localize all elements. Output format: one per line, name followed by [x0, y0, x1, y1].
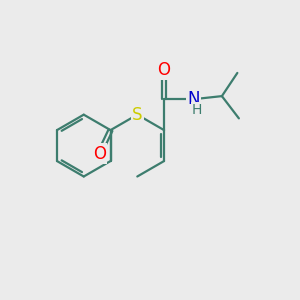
Text: S: S	[132, 106, 142, 124]
Text: O: O	[158, 61, 171, 79]
Text: O: O	[93, 145, 106, 163]
Text: H: H	[192, 103, 202, 117]
Text: N: N	[187, 90, 200, 108]
